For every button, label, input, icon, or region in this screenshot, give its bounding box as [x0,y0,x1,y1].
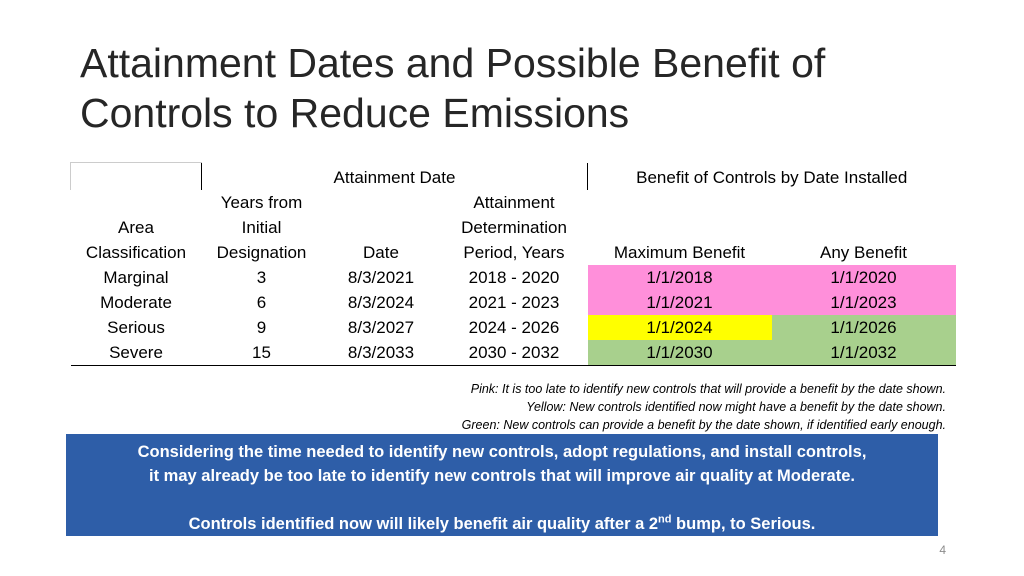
legend-pink: Pink: It is too late to identify new con… [470,382,946,396]
title-line-2: Controls to Reduce Emissions [80,90,630,136]
col-header-any-benefit: Any Benefit [820,243,907,262]
group-header-benefit: Benefit of Controls by Date Installed [587,162,956,190]
color-legend: Pink: It is too late to identify new con… [462,380,946,434]
col-header-years: Years from Initial Designation [216,193,307,262]
table-row: Serious 9 8/3/2027 2024 - 2026 1/1/2024 … [71,315,956,340]
cell-period: 2030 - 2032 [440,340,588,366]
cell-any-benefit: 1/1/2032 [771,340,956,366]
cell-area: Moderate [100,293,172,312]
cell-date: 8/3/2021 [347,268,415,287]
callout-line-1: Considering the time needed to identify … [137,443,867,461]
cell-date: 8/3/2024 [347,293,415,312]
callout-box: Considering the time needed to identify … [66,434,938,536]
cell-any-benefit: 1/1/2023 [771,290,956,315]
legend-yellow: Yellow: New controls identified now migh… [526,400,946,414]
col-header-date: Date [363,243,399,262]
callout-line-2: it may already be too late to identify n… [149,467,855,485]
cell-date: 8/3/2027 [347,318,415,337]
cell-years: 15 [201,340,322,366]
table-row: Moderate 6 8/3/2024 2021 - 2023 1/1/2021… [71,290,956,315]
group-header-attainment-date: Attainment Date [201,162,588,190]
col-header-area: Area Classification [85,218,187,262]
cell-max-benefit: 1/1/2030 [587,340,772,366]
col-header-period: Attainment Determination Period, Years [461,193,567,262]
cell-date: 8/3/2033 [321,340,441,366]
legend-green: Green: New controls can provide a benefi… [461,418,946,432]
cell-area: Serious [107,318,165,337]
cell-any-benefit: 1/1/2026 [771,315,956,340]
cell-years: 9 [256,318,267,337]
table-group-header-row: Attainment Date Benefit of Controls by D… [70,162,956,190]
cell-years: 6 [256,293,267,312]
col-header-max-benefit: Maximum Benefit [613,243,746,262]
callout-superscript: nd [658,513,672,526]
table-row: Severe 15 8/3/2033 2030 - 2032 1/1/2030 … [70,340,956,366]
table-column-header-row: Area Classification Years from Initial D… [71,190,956,265]
slide-title: Attainment Dates and Possible Benefit of… [80,38,980,138]
cell-area: Marginal [103,268,169,287]
cell-period: 2024 - 2026 [468,318,560,337]
callout-paragraph-1: Considering the time needed to identify … [66,434,938,488]
cell-area: Severe [70,340,202,366]
table-row: Marginal 3 8/3/2021 2018 - 2020 1/1/2018… [71,265,956,290]
page-number: 4 [939,543,946,557]
cell-any-benefit: 1/1/2020 [771,265,956,290]
callout-paragraph-2: Controls identified now will likely bene… [66,512,938,536]
cell-max-benefit: 1/1/2018 [587,265,772,290]
cell-period: 2018 - 2020 [468,268,560,287]
callout-line-3-end: bump, to Serious. [671,515,816,533]
cell-years: 3 [256,268,267,287]
cell-max-benefit: 1/1/2024 [587,315,772,340]
cell-max-benefit: 1/1/2021 [587,290,772,315]
cell-period: 2021 - 2023 [468,293,560,312]
callout-line-3-start: Controls identified now will likely bene… [188,515,659,533]
attainment-benefit-table: Attainment Date Benefit of Controls by D… [70,162,956,366]
title-line-1: Attainment Dates and Possible Benefit of [80,40,826,86]
